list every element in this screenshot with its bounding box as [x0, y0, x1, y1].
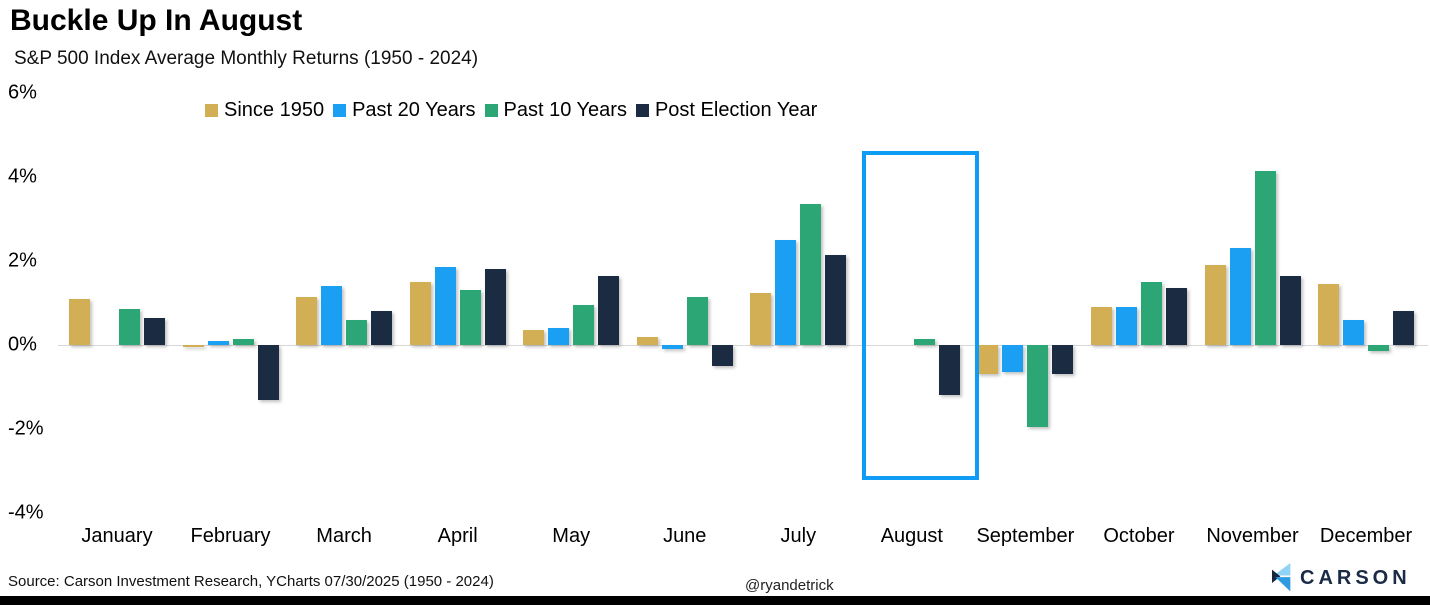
legend-item-0: Since 1950 — [205, 99, 324, 122]
twitter-handle: @ryandetrick — [745, 577, 834, 594]
x-axis-label-november: November — [1206, 525, 1299, 547]
x-axis-label-february: February — [190, 525, 271, 547]
bar-march-since-1950 — [296, 296, 318, 345]
legend-swatch-icon — [205, 104, 218, 117]
bar-november-post-election-year — [1279, 275, 1301, 345]
legend-item-3: Post Election Year — [635, 99, 818, 122]
legend-item-1: Past 20 Years — [333, 99, 476, 122]
x-axis-label-may: May — [552, 525, 591, 547]
bar-september-past-20-years — [1002, 345, 1024, 373]
legend-swatch-icon — [333, 104, 347, 117]
footer-bar — [0, 596, 1430, 605]
bar-january-since-1950 — [69, 298, 90, 345]
x-axis-label-january: January — [81, 525, 153, 547]
y-axis-tick-label: 2% — [8, 249, 37, 272]
legend-label: Past 10 Years — [503, 99, 627, 121]
x-axis-label-december: December — [1319, 525, 1413, 547]
bar-may-past-10-years — [573, 305, 595, 345]
y-axis-tick-label: -2% — [8, 417, 44, 440]
x-axis-label-march: March — [316, 525, 372, 547]
y-axis-tick-label: 0% — [8, 333, 37, 356]
bar-september-since-1950 — [977, 345, 999, 375]
bar-march-post-election-year — [371, 311, 393, 345]
bar-november-past-20-years — [1229, 248, 1251, 345]
chart-legend: Since 1950 Past 20 Years Past 10 Years Post… — [205, 99, 826, 122]
bar-february-past-20-years — [207, 340, 229, 345]
bar-march-past-20-years — [321, 286, 343, 345]
y-axis-tick-label: 6% — [8, 81, 37, 104]
page-title: Buckle Up In August — [10, 4, 303, 37]
bar-october-post-election-year — [1165, 288, 1187, 345]
x-axis-label-september: September — [976, 525, 1075, 547]
x-axis-label-june: June — [663, 525, 707, 547]
bar-september-post-election-year — [1052, 345, 1074, 375]
bar-december-post-election-year — [1393, 311, 1415, 345]
bar-april-past-20-years — [434, 267, 456, 345]
legend-label: Past 20 Years — [352, 99, 476, 121]
bar-june-past-10-years — [686, 296, 708, 345]
bar-march-past-10-years — [346, 319, 368, 345]
bar-october-past-10-years — [1140, 282, 1162, 345]
bar-october-since-1950 — [1090, 307, 1112, 345]
legend-item-2: Past 10 Years — [484, 99, 627, 122]
bar-january-post-election-year — [144, 317, 165, 345]
bar-april-since-1950 — [409, 282, 431, 345]
y-axis-tick-label: -4% — [8, 501, 44, 524]
y-axis-tick-label: 4% — [8, 165, 37, 188]
x-axis-label-july: July — [780, 525, 817, 547]
legend-swatch-icon — [635, 104, 649, 117]
bar-january-past-10-years — [119, 309, 140, 345]
zero-axis-line — [58, 345, 1428, 346]
chart-subtitle: S&P 500 Index Average Monthly Returns (1… — [14, 48, 479, 69]
bar-september-past-10-years — [1027, 345, 1049, 427]
source-note: Source: Carson Investment Research, YCha… — [8, 573, 494, 590]
bar-february-since-1950 — [182, 345, 204, 348]
bar-february-past-10-years — [232, 338, 254, 345]
carson-logo: CARSON — [1272, 560, 1411, 596]
bar-june-past-20-years — [661, 345, 683, 350]
bar-november-past-10-years — [1254, 170, 1276, 345]
bar-august-post-election-year — [938, 345, 960, 396]
bar-june-since-1950 — [636, 336, 658, 345]
bar-april-past-10-years — [459, 290, 481, 345]
legend-swatch-icon — [484, 104, 498, 117]
x-axis-label-october: October — [1103, 525, 1175, 547]
bar-may-past-20-years — [548, 328, 570, 345]
bar-december-past-10-years — [1368, 345, 1390, 352]
legend-label: Post Election Year — [654, 99, 818, 121]
bar-june-post-election-year — [711, 345, 733, 366]
x-axis-label-august: August — [880, 525, 943, 547]
august-highlight-box — [861, 151, 979, 480]
bar-july-post-election-year — [825, 254, 847, 345]
bar-may-since-1950 — [523, 330, 545, 345]
carson-logo-text: CARSON — [1300, 566, 1411, 589]
bar-october-past-20-years — [1115, 307, 1137, 345]
x-axis-label-april: April — [437, 525, 478, 547]
carson-logo-icon — [1272, 563, 1291, 592]
bar-may-post-election-year — [598, 275, 620, 345]
bar-december-since-1950 — [1318, 284, 1340, 345]
bar-august-past-10-years — [913, 338, 935, 345]
bar-february-post-election-year — [257, 345, 279, 400]
bar-july-since-1950 — [750, 292, 772, 345]
bar-december-past-20-years — [1343, 319, 1365, 345]
bar-april-post-election-year — [484, 269, 506, 345]
bar-july-past-10-years — [800, 204, 822, 345]
legend-label: Since 1950 — [224, 99, 325, 121]
bar-november-since-1950 — [1204, 265, 1226, 345]
bar-july-past-20-years — [775, 240, 797, 345]
